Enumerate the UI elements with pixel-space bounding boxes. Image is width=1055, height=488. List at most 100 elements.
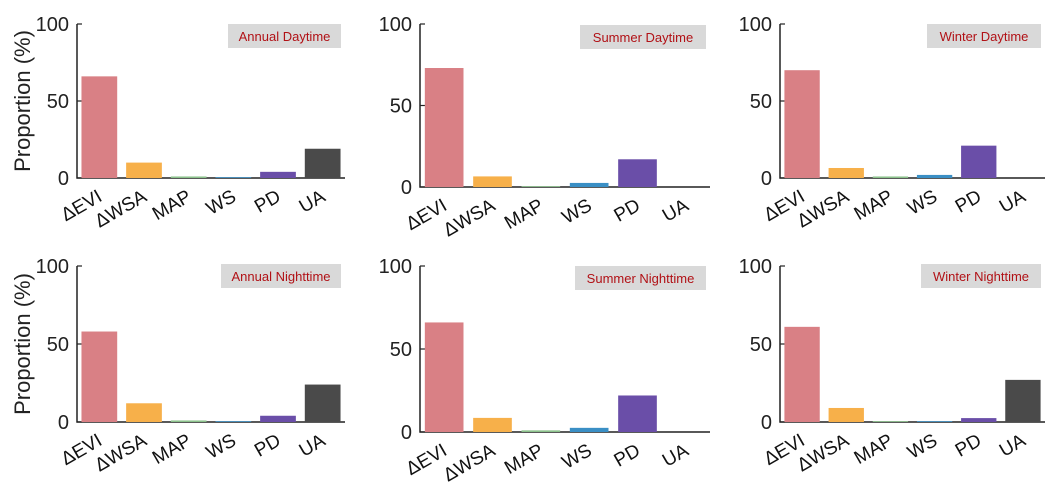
- bar: [916, 174, 953, 178]
- category-label: ΔWSA: [794, 430, 853, 476]
- chart-title: Summer Daytime: [593, 30, 693, 45]
- title-box: [927, 24, 1041, 48]
- category-label: ΔWSA: [440, 440, 499, 486]
- bar: [569, 427, 609, 432]
- bar: [424, 322, 464, 432]
- bar: [618, 159, 657, 187]
- bar: [828, 407, 864, 422]
- y-tick-label: 0: [761, 168, 772, 190]
- title-box: [228, 24, 341, 48]
- bar: [473, 417, 512, 432]
- bar: [424, 68, 464, 187]
- bar: [916, 421, 953, 422]
- category-label: PD: [952, 186, 985, 217]
- bar: [81, 76, 118, 178]
- category-label: ΔWSA: [92, 186, 151, 232]
- bar: [828, 167, 864, 178]
- y-tick-label: 100: [36, 256, 69, 278]
- bar: [521, 186, 561, 187]
- bar: [126, 403, 162, 422]
- category-label: PD: [251, 430, 284, 461]
- y-tick-label: 100: [36, 14, 69, 36]
- category-label: WS: [904, 186, 941, 219]
- y-tick-label: 50: [750, 334, 772, 356]
- bar: [961, 418, 997, 422]
- category-label: UA: [996, 186, 1030, 218]
- category-label: WS: [559, 195, 596, 228]
- category-label: ΔWSA: [440, 195, 499, 241]
- y-tick-label: 50: [47, 334, 69, 356]
- category-label: PD: [611, 195, 644, 226]
- category-label: ΔWSA: [92, 430, 151, 476]
- y-tick-label: 0: [401, 422, 412, 444]
- title-box: [221, 264, 341, 288]
- category-label: WS: [559, 440, 596, 473]
- bar: [872, 176, 909, 178]
- bar: [260, 171, 296, 178]
- y-tick-label: 100: [379, 14, 412, 36]
- title-box: [921, 264, 1041, 288]
- category-label: MAP: [149, 430, 195, 469]
- bar: [784, 70, 820, 178]
- category-label: MAP: [501, 440, 547, 479]
- y-tick-label: 0: [401, 177, 412, 199]
- category-label: WS: [203, 186, 240, 219]
- category-label: ΔWSA: [794, 186, 853, 232]
- chart-title: Winter Daytime: [940, 29, 1029, 44]
- y-tick-label: 50: [390, 96, 412, 118]
- bar: [1005, 177, 1041, 178]
- chart-title: Annual Nighttime: [232, 269, 331, 284]
- bar: [215, 177, 252, 178]
- category-label: MAP: [851, 186, 897, 225]
- bar: [666, 186, 706, 187]
- y-axis-label: Proportion (%): [10, 30, 35, 172]
- y-tick-label: 50: [390, 339, 412, 361]
- y-tick-label: 50: [750, 91, 772, 113]
- category-label: UA: [296, 186, 330, 218]
- y-tick-label: 0: [58, 412, 69, 434]
- bar: [569, 182, 609, 187]
- bar: [961, 145, 997, 178]
- y-tick-label: 50: [47, 91, 69, 113]
- chart-title: Winter Nighttime: [933, 269, 1029, 284]
- category-label: PD: [611, 440, 644, 471]
- category-label: PD: [952, 430, 985, 461]
- bar: [170, 176, 207, 178]
- bar: [618, 395, 657, 432]
- category-label: UA: [659, 195, 693, 227]
- title-box: [575, 266, 706, 290]
- category-label: WS: [203, 430, 240, 463]
- category-label: WS: [904, 430, 941, 463]
- bar: [666, 431, 706, 432]
- category-label: MAP: [149, 186, 195, 225]
- bar: [304, 384, 341, 422]
- bar: [126, 162, 162, 178]
- bar: [260, 415, 296, 422]
- bar: [170, 420, 207, 422]
- y-tick-label: 100: [739, 256, 772, 278]
- bar: [521, 430, 561, 432]
- category-label: UA: [296, 430, 330, 462]
- chart-title: Annual Daytime: [239, 29, 331, 44]
- bar: [473, 176, 512, 187]
- bar: [872, 421, 909, 422]
- category-label: MAP: [851, 430, 897, 469]
- title-box: [580, 25, 706, 49]
- y-tick-label: 0: [58, 168, 69, 190]
- category-label: UA: [659, 440, 693, 472]
- bar: [784, 326, 820, 422]
- bar: [1005, 379, 1041, 422]
- chart-title: Summer Nighttime: [587, 271, 695, 286]
- category-label: UA: [996, 430, 1030, 462]
- category-label: PD: [251, 186, 284, 217]
- y-tick-label: 0: [761, 412, 772, 434]
- bar: [81, 331, 118, 422]
- category-label: MAP: [501, 195, 547, 234]
- y-tick-label: 100: [379, 256, 412, 278]
